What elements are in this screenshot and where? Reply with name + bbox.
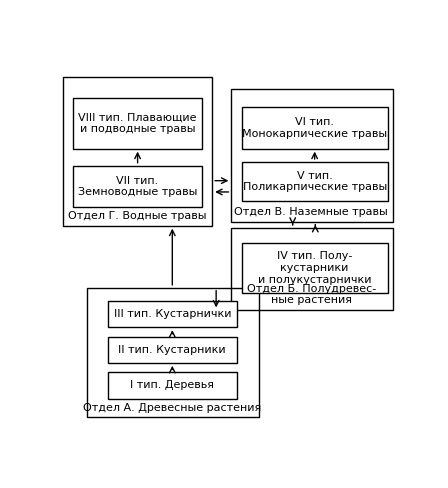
Text: IV тип. Полу-
кустарники
и полукустарнички: IV тип. Полу- кустарники и полукустарнич… bbox=[258, 251, 371, 285]
Bar bbox=[73, 98, 202, 149]
Bar bbox=[108, 337, 237, 363]
Text: I тип. Деревья: I тип. Деревья bbox=[130, 381, 214, 390]
Text: III тип. Кустарнички: III тип. Кустарнички bbox=[113, 309, 231, 319]
Bar bbox=[242, 243, 388, 293]
Text: VIII тип. Плавающие
и подводные травы: VIII тип. Плавающие и подводные травы bbox=[78, 113, 197, 134]
Text: II тип. Кустарники: II тип. Кустарники bbox=[119, 345, 226, 355]
Text: Отдел Б. Полудревес-
ные растения: Отдел Б. Полудревес- ные растения bbox=[246, 284, 376, 305]
Text: V тип.
Поликарпические травы: V тип. Поликарпические травы bbox=[242, 171, 387, 192]
Bar bbox=[108, 372, 237, 399]
Bar bbox=[242, 107, 388, 149]
Bar bbox=[242, 162, 388, 202]
Bar bbox=[231, 227, 393, 310]
Text: Отдел А. Древесные растения: Отдел А. Древесные растения bbox=[83, 403, 262, 412]
Bar bbox=[63, 77, 212, 226]
Bar bbox=[73, 165, 202, 207]
Bar bbox=[108, 301, 237, 327]
Text: VI тип.
Монокарпические травы: VI тип. Монокарпические травы bbox=[242, 117, 387, 139]
Text: Отдел В. Наземные травы: Отдел В. Наземные травы bbox=[234, 207, 388, 217]
Text: Отдел Г. Водные травы: Отдел Г. Водные травы bbox=[69, 211, 207, 221]
Bar bbox=[231, 89, 393, 222]
Bar bbox=[87, 288, 259, 417]
Text: VII тип.
Земноводные травы: VII тип. Земноводные травы bbox=[78, 176, 197, 197]
